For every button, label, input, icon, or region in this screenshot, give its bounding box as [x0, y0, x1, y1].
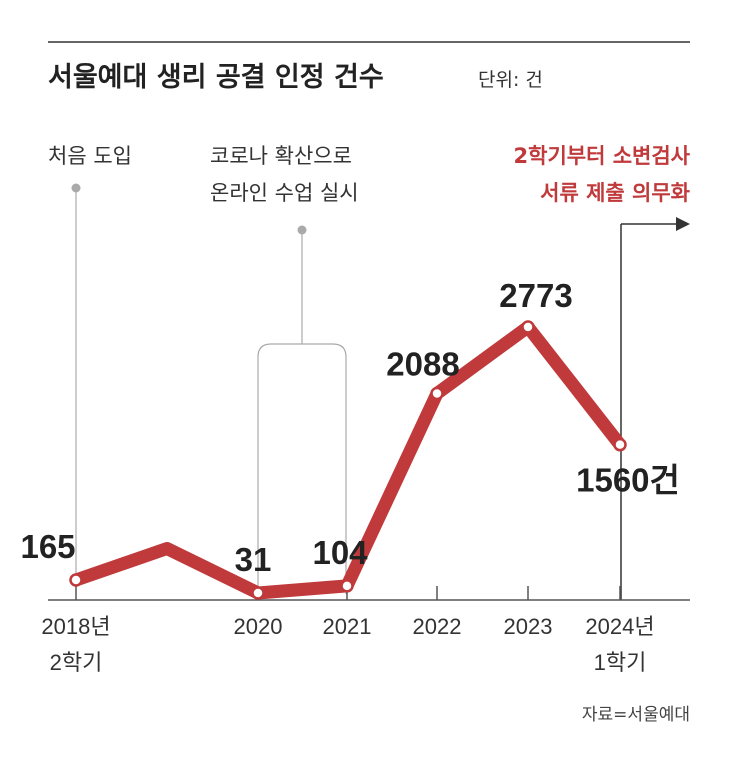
data-point: [69, 573, 83, 587]
x-tick-label: 2024년: [585, 614, 654, 639]
arrow-head-icon: [676, 217, 690, 231]
source-note: 자료=서울예대: [582, 705, 690, 725]
chart-title: 서울예대 생리 공결 인정 건수: [48, 62, 384, 93]
data-point: [340, 579, 354, 593]
x-tick-label-sub: 1학기: [594, 650, 647, 675]
intro-annotation: 처음 도입: [48, 144, 132, 168]
x-tick-label: 2020: [234, 614, 283, 639]
covid-leader-dot: [297, 225, 307, 235]
covid-annotation-line1: 코로나 확산으로: [210, 144, 352, 168]
x-tick-label-sub: 2학기: [50, 650, 103, 675]
data-point: [430, 386, 444, 401]
chart-marks: 165 31 104 2088 2773 1560건 2018년 2학기 2020 2021 202…: [20, 277, 679, 675]
data-point: [521, 320, 535, 334]
data-label: 104: [312, 534, 368, 571]
x-tick-label: 2018년: [41, 614, 110, 639]
data-label: 31: [235, 541, 272, 578]
x-tick-label: 2021: [323, 614, 372, 639]
intro-leader-dot: [71, 183, 81, 193]
unit-label: 단위: 건: [478, 69, 543, 91]
data-label: 165: [20, 528, 75, 565]
data-point: [613, 437, 627, 452]
policy-annotation-line1: 2학기부터 소변검사: [514, 144, 691, 168]
x-tick-label: 2023: [504, 614, 553, 639]
data-label: 2088: [386, 345, 459, 382]
covid-bracket: [257, 343, 347, 594]
data-label: 1560건: [576, 462, 680, 499]
data-label: 2773: [499, 277, 572, 314]
data-point: [251, 586, 265, 600]
x-tick-label: 2022: [413, 614, 462, 639]
covid-annotation-line2: 온라인 수업 실시: [210, 181, 359, 205]
policy-annotation-line2: 서류 제출 의무화: [540, 181, 691, 205]
